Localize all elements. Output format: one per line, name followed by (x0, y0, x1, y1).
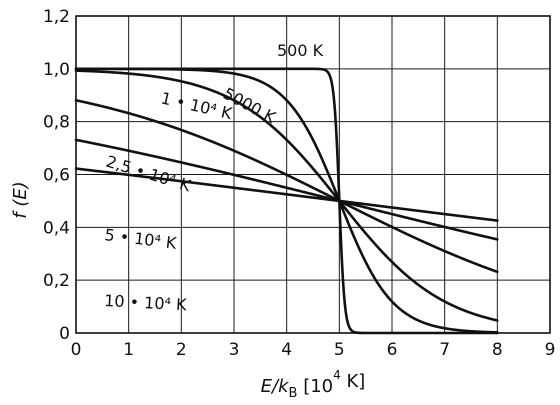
series-line-5 (74, 167, 499, 222)
y-tick-label: 0,4 (43, 218, 70, 238)
curve-label-4: 5 • 10⁴ K (104, 225, 178, 253)
series-line-4 (74, 138, 499, 241)
y-axis-title: f (E) (10, 181, 31, 218)
x-tick-label: 7 (439, 340, 450, 360)
x-tick-label: 8 (492, 340, 503, 360)
x-tick-labels: 0 1 2 3 4 5 6 7 8 9 (71, 340, 556, 360)
curve-label-3: 2,5 • 10⁴ K (104, 152, 194, 196)
x-tick-label: 5 (334, 340, 345, 360)
x-tick-label: 0 (71, 340, 82, 360)
series-line-3 (74, 99, 499, 274)
x-axis-title: E/kB [104 K] (261, 368, 366, 401)
y-tick-label: 1,2 (43, 7, 70, 27)
x-tick-label: 1 (123, 340, 134, 360)
series-curves (74, 67, 499, 335)
x-tick-label: 4 (281, 340, 292, 360)
x-tick-label: 6 (387, 340, 398, 360)
y-tick-label: 0,6 (43, 166, 70, 186)
y-tick-label: 1,0 (43, 60, 70, 80)
y-tick-label: 0 (59, 324, 70, 344)
x-tick-label: 2 (176, 340, 187, 360)
x-tick-label: 9 (545, 340, 556, 360)
series-line-2 (74, 69, 499, 322)
curve-label-5: 10 • 10⁴ K (104, 291, 188, 314)
curve-label-0: 500 K (277, 41, 324, 60)
x-tick-label: 3 (229, 340, 240, 360)
y-tick-labels: 0 0,2 0,4 0,6 0,8 1,0 1,2 (43, 7, 70, 344)
series-line-1 (74, 67, 499, 334)
plot-frame (75, 15, 551, 334)
y-tick-label: 0,8 (43, 113, 70, 133)
y-tick-label: 0,2 (43, 271, 70, 291)
